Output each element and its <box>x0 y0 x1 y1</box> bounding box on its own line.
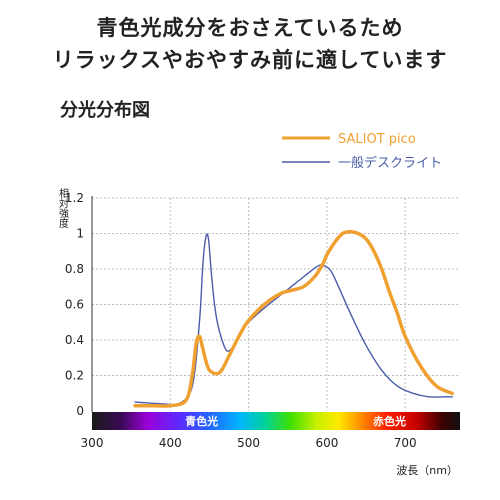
legend-label-saliot: SALIOT pico <box>338 132 416 147</box>
y-tick-label: 1.2 <box>65 191 84 205</box>
y-tick-labels: 0 0.2 0.4 0.6 0.8 1 1.2 <box>65 191 84 418</box>
x-tick-label: 400 <box>159 436 182 450</box>
x-tick-labels: 300 400 500 600 700 <box>81 436 417 450</box>
headline-line-1: 青色光成分をおさえているため <box>96 16 404 40</box>
legend: SALIOT pico 一般デスクライト <box>282 132 442 171</box>
gridlines <box>92 197 460 411</box>
x-tick-label: 700 <box>394 436 417 450</box>
series-lines <box>133 229 454 408</box>
spectrum-color-bar <box>92 412 460 430</box>
section-title: 分光分布図 <box>60 100 150 121</box>
x-tick-label: 300 <box>81 436 104 450</box>
x-tick-label: 600 <box>315 436 338 450</box>
x-tick-label: 500 <box>237 436 260 450</box>
blue-light-label: 青色光 <box>185 414 218 428</box>
red-light-label: 赤色光 <box>373 414 406 428</box>
series-line-desk-light <box>134 233 453 406</box>
y-tick-label: 0 <box>76 404 84 418</box>
headline-line-2: リラックスやおやすみ前に適しています <box>52 48 448 72</box>
y-tick-label: 0.2 <box>65 369 84 383</box>
legend-label-desk-light: 一般デスクライト <box>338 155 442 171</box>
y-axis-label: 相対強度 <box>57 187 69 229</box>
y-tick-label: 0.8 <box>65 262 84 276</box>
y-tick-label: 0.4 <box>65 333 84 347</box>
y-tick-label: 0.6 <box>65 298 84 312</box>
y-tick-label: 1 <box>76 227 84 241</box>
x-axis-label: 波長（nm） <box>396 464 458 477</box>
series-line-saliot <box>133 229 454 408</box>
